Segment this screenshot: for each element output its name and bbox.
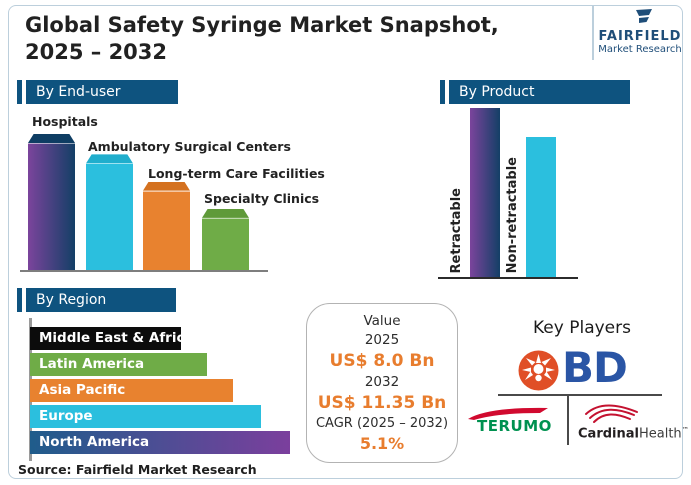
cagr-value: 5.1% <box>359 434 405 453</box>
header-accent-bar <box>440 80 445 104</box>
bar-label-retractable: Retractable <box>449 187 464 274</box>
bar-body <box>202 217 249 270</box>
fairfield-logo: FAIRFIELD Market Research <box>598 9 682 55</box>
cardinal-tm: ™ <box>681 426 689 434</box>
fairfield-logo-tagline: Market Research <box>598 44 682 55</box>
terumo-swoosh-icon <box>468 407 548 420</box>
value-year-2032: 2032 <box>364 374 400 390</box>
bar-middle-east-africa: Middle East & Africa <box>30 327 194 350</box>
cagr-label: CAGR (2025 – 2032) <box>315 416 449 431</box>
section-header-region: By Region <box>17 288 176 312</box>
end-user-axis-line <box>20 270 268 272</box>
bar-ambulatory <box>86 154 133 270</box>
bar-retractable <box>470 108 500 277</box>
bar-europe: Europe <box>30 405 262 428</box>
value-year-2025: 2025 <box>364 332 400 348</box>
page-title-line1: Global Safety Syringe Market Snapshot, <box>25 13 499 37</box>
bar-body <box>526 136 556 277</box>
cardinal-word-light: Health <box>638 426 682 442</box>
cardinal-health-wordmark: CardinalHealth™ <box>578 426 689 441</box>
cardinal-wings-icon <box>585 404 638 423</box>
bar-non-retractable <box>526 136 556 277</box>
bar-label-longterm: Long-term Care Facilities <box>148 166 325 181</box>
bar-north-america: North America <box>30 431 290 454</box>
bar-top-bevel <box>86 154 133 164</box>
bar-specialty <box>202 208 249 270</box>
section-header-end-user: By End-user <box>17 80 178 104</box>
bar-asia-pacific: Asia Pacific <box>30 379 233 402</box>
value-2032-amount: US$ 11.35 Bn <box>317 393 447 413</box>
bar-body <box>143 190 190 270</box>
bd-wordmark: BD <box>562 343 628 392</box>
bar-hospitals <box>28 134 75 270</box>
header-accent-bar <box>17 80 22 104</box>
header-accent-bar <box>17 288 22 312</box>
key-players-vertical-divider <box>567 395 569 445</box>
bar-top-bevel <box>143 181 190 191</box>
bar-longterm <box>143 181 190 270</box>
bar-label-ambulatory: Ambulatory Surgical Centers <box>88 139 291 154</box>
bar-label-specialty: Specialty Clinics <box>204 191 320 206</box>
bar-top-bevel <box>202 208 249 218</box>
source-note: Source: Fairfield Market Research <box>18 462 257 477</box>
bd-sunburst-icon <box>518 350 559 391</box>
key-players-horizontal-divider <box>498 394 662 396</box>
bar-body <box>470 108 500 277</box>
value-summary-box: Value 2025 US$ 8.0 Bn 2032 US$ 11.35 Bn … <box>306 303 458 463</box>
value-2025-amount: US$ 8.0 Bn <box>329 351 435 371</box>
bar-top-bevel <box>28 134 75 143</box>
bar-body <box>28 143 75 270</box>
page-title-line2: 2025 – 2032 <box>25 40 168 64</box>
bar-label-hospitals: Hospitals <box>32 114 98 129</box>
key-players-heading: Key Players <box>533 318 631 338</box>
cardinal-word-bold: Cardinal <box>578 426 639 442</box>
fairfield-logo-name: FAIRFIELD <box>598 29 682 44</box>
product-axis-line <box>438 277 578 279</box>
bar-latin-america: Latin America <box>30 353 207 376</box>
page-title: Global Safety Syringe Market Snapshot, 2… <box>25 12 499 66</box>
bar-body <box>86 163 133 270</box>
bar-label-non-retractable: Non-retractable <box>505 156 520 273</box>
section-title-product: By Product <box>449 80 630 104</box>
fairfield-flag-icon <box>636 9 652 23</box>
section-title-region: By Region <box>26 288 176 312</box>
section-header-product: By Product <box>440 80 630 104</box>
value-label: Value <box>363 313 401 329</box>
header-divider <box>592 6 594 60</box>
terumo-wordmark: TERUMO <box>477 417 552 435</box>
section-title-end-user: By End-user <box>26 80 178 104</box>
